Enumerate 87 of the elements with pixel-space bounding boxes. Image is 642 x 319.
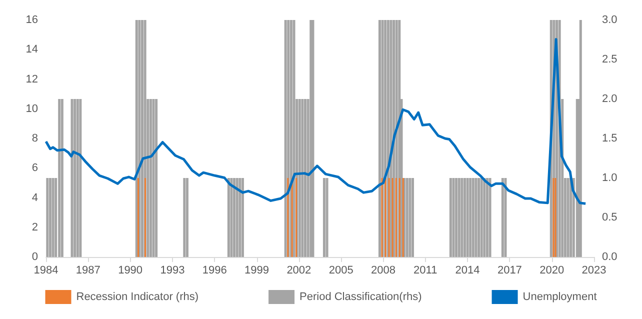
y2-tick-label: 0.5: [602, 212, 618, 224]
bar: [155, 99, 158, 257]
legend-label: Period Classification(rhs): [300, 291, 422, 303]
x-tick-label: 1996: [202, 264, 227, 276]
bar: [566, 178, 570, 257]
bar: [486, 178, 488, 257]
y2-tick-label: 2.5: [602, 54, 618, 66]
x-tick-label: 1987: [76, 264, 100, 276]
bar: [76, 99, 79, 257]
bar: [408, 178, 412, 257]
y2-tick-label: 1.5: [602, 132, 618, 144]
x-tick-label: 1993: [160, 264, 185, 276]
bar: [460, 178, 464, 257]
y-tick-label: 16: [26, 14, 38, 26]
bar: [70, 99, 74, 257]
bar: [449, 178, 452, 257]
bar: [292, 20, 296, 257]
y-tick-label: 14: [26, 44, 38, 56]
y-tick-label: 4: [32, 192, 38, 204]
bar: [186, 178, 188, 257]
x-tick-label: 2017: [497, 264, 522, 276]
x-tick-label: 2020: [540, 264, 564, 276]
bar: [141, 20, 144, 257]
bar: [458, 178, 460, 257]
bar: [478, 178, 480, 257]
bar: [411, 178, 414, 257]
y-tick-label: 6: [32, 162, 38, 174]
bar: [472, 178, 474, 257]
bar: [579, 20, 582, 257]
line-series: [44, 38, 587, 205]
bar: [183, 178, 186, 257]
bar: [135, 20, 138, 257]
x-tick-label: 2008: [370, 264, 396, 276]
y-tick-label: 12: [26, 73, 38, 86]
bar: [474, 178, 478, 257]
x-tick-label: 1999: [244, 264, 270, 276]
bar: [230, 178, 233, 257]
x-tick-label: 2011: [414, 264, 438, 276]
y2-tick-label: 0.0: [602, 251, 618, 263]
y-tick-label: 0: [32, 251, 38, 263]
x-tick-label: 2014: [455, 264, 480, 276]
y2-tick-label: 2.0: [602, 93, 618, 105]
bar: [79, 99, 82, 257]
bar: [60, 99, 64, 257]
bar: [406, 178, 408, 257]
bar: [466, 178, 469, 257]
bar: [74, 99, 76, 257]
bar: [227, 178, 230, 257]
bar: [152, 99, 155, 257]
bar: [298, 99, 301, 257]
y-tick-label: 2: [32, 221, 38, 234]
bar: [455, 178, 458, 257]
bar: [501, 178, 504, 257]
bar: [46, 178, 49, 257]
bar: [52, 178, 54, 257]
bar: [284, 20, 287, 257]
bar: [483, 178, 486, 257]
x-tick-label: 1990: [118, 264, 143, 276]
x-tick-label: 1984: [34, 264, 58, 276]
bar: [452, 178, 455, 257]
bar: [463, 178, 466, 257]
bar: [301, 99, 304, 257]
bar: [326, 178, 328, 257]
bar: [236, 178, 238, 257]
bar: [48, 178, 52, 257]
y-tick-label: 10: [26, 102, 38, 115]
x-tick-label: 2002: [286, 264, 312, 276]
y2-tick-label: 1.0: [602, 172, 618, 184]
bar: [504, 178, 507, 257]
bar: [58, 99, 61, 257]
legend-label: Recession Indicator (rhs): [76, 291, 199, 303]
bar: [570, 178, 572, 257]
bar: [378, 20, 381, 257]
bar: [304, 99, 306, 257]
x-tick-label: 2023: [582, 264, 606, 276]
bar: [488, 178, 492, 257]
bar: [480, 178, 483, 257]
y2-tick-label: 3.0: [602, 14, 618, 26]
x-tick-label: 2005: [328, 264, 354, 276]
y-tick-label: 8: [32, 132, 38, 144]
bar: [469, 178, 472, 257]
bar: [241, 178, 244, 257]
bar: [322, 178, 326, 257]
bar: [149, 99, 152, 257]
legend-label: Unemployment: [522, 291, 597, 303]
bar: [238, 178, 242, 257]
bar: [233, 178, 236, 257]
